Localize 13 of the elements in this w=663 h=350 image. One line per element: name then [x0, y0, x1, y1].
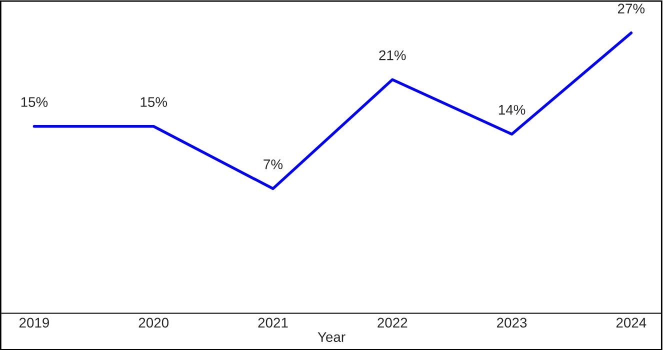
data-label: 15% [21, 97, 48, 107]
x-tick-label: 2020 [138, 318, 169, 328]
data-label: 21% [379, 50, 406, 60]
data-label: 7% [264, 159, 283, 170]
x-tick-label: 2023 [497, 318, 527, 328]
x-tick-label: 2021 [258, 318, 288, 328]
x-tick-label: 2024 [616, 318, 646, 328]
data-label: 15% [140, 97, 168, 107]
x-tick-label: 2019 [19, 318, 50, 328]
x-axis-title: Year [318, 332, 346, 342]
data-label: 27% [618, 4, 645, 14]
x-tick-label: 2022 [378, 318, 408, 328]
data-label: 14% [498, 104, 526, 115]
